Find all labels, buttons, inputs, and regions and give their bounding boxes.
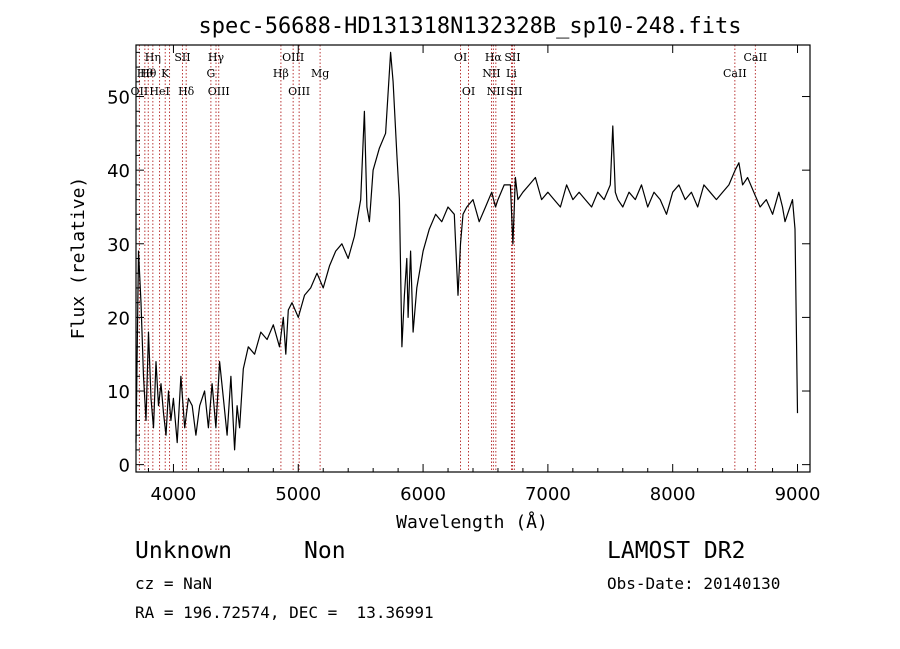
line-label-7: SII: [174, 51, 190, 64]
line-label-17: OI: [462, 85, 475, 98]
cz-label: cz = NaN: [135, 574, 213, 593]
x-tick-label-6000: 6000: [400, 484, 446, 505]
line-label-23: SII: [506, 85, 522, 98]
y-tick-label-20: 20: [107, 308, 130, 329]
y-axis-label: Flux (relative): [68, 177, 89, 340]
x-axis: 4000 5000 6000 7000 8000 9000: [147, 45, 821, 505]
y-tick-label-40: 40: [107, 161, 130, 182]
line-label-15: Mg: [311, 67, 329, 80]
line-label-5: K: [161, 67, 170, 80]
line-markers: [138, 45, 756, 472]
y-axis: 0 10 20 30 40 50: [107, 51, 810, 477]
subclass-label: Non: [304, 538, 346, 564]
line-label-24: CaII: [723, 67, 747, 80]
x-tick-label-8000: 8000: [650, 484, 696, 505]
y-tick-label-10: 10: [107, 382, 130, 403]
line-label-3: Hη: [145, 51, 161, 64]
line-label-4: HeI: [149, 85, 169, 98]
x-tick-label-7000: 7000: [525, 484, 571, 505]
line-label-13: OIII: [282, 51, 304, 64]
line-label-2: Hθ: [140, 67, 157, 80]
x-tick-label-9000: 9000: [775, 484, 821, 505]
line-label-18: NII: [482, 67, 500, 80]
y-tick-label-50: 50: [107, 88, 130, 109]
survey-label: LAMOST DR2: [607, 538, 746, 564]
x-tick-label-4000: 4000: [151, 484, 197, 505]
line-label-22: SII: [504, 51, 520, 64]
line-label-1: Hθ: [137, 67, 154, 80]
spectrum-series-line: [135, 51, 799, 451]
line-label-0: OII: [131, 85, 149, 98]
y-tick-label-30: 30: [107, 235, 130, 256]
line-label-16: OI: [454, 51, 467, 64]
line-labels: OIIHθHθHηHeIKSIIHδGHγOIIIHβOIIIOIIIMgOIO…: [131, 51, 768, 98]
coords-label: RA = 196.72574, DEC = 13.36991: [135, 603, 434, 622]
line-label-8: Hδ: [178, 85, 195, 98]
line-label-21: Li: [506, 67, 517, 80]
line-label-12: Hβ: [273, 67, 289, 80]
obs-date-label: Obs-Date: 20140130: [607, 574, 781, 593]
y-tick-label-0: 0: [119, 456, 130, 477]
line-label-10: Hγ: [208, 51, 225, 64]
x-axis-label: Wavelength (Å): [396, 511, 548, 533]
line-label-9: G: [206, 67, 215, 80]
line-label-14: OIII: [288, 85, 310, 98]
chart-title: spec-56688-HD131318N132328B_sp10-248.fit…: [198, 14, 741, 39]
x-tick-label-5000: 5000: [275, 484, 321, 505]
line-label-20: NII: [487, 85, 505, 98]
line-label-25: CaII: [743, 51, 767, 64]
line-label-11: OIII: [208, 85, 230, 98]
line-label-19: Hα: [485, 51, 503, 64]
class-label: Unknown: [135, 538, 232, 564]
